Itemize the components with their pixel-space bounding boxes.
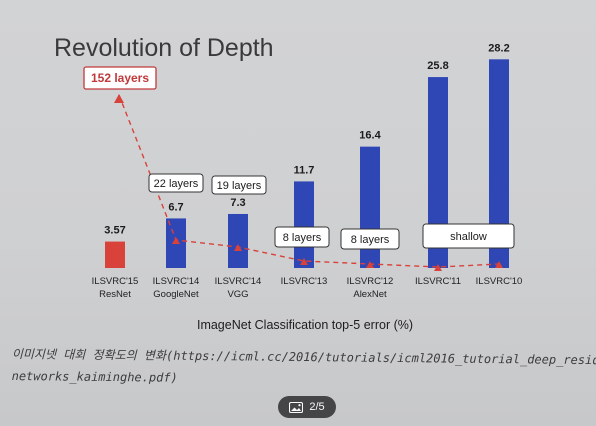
x-tick-label: ILSVRC'13 [281,276,328,287]
x-tick-label: ILSVRC'14 [215,276,262,287]
gallery-icon [289,401,304,413]
chart: Revolution of Depth 3.57 6.7 7.3 11.7 16.4 25… [54,34,523,332]
bar [228,213,248,268]
x-tick-label: ILSVRC'12 [347,276,394,287]
trend-marker [495,261,503,268]
page-indicator-text: 2/5 [309,401,325,413]
x-tick-sublabel: GoogleNet [153,289,199,300]
bar [428,77,448,268]
x-tick-label: ILSVRC'14 [153,276,200,287]
data-label: 3.57 [104,225,125,237]
x-tick-label: ILSVRC'15 [92,276,139,287]
bar [294,181,314,268]
annotation-box [211,175,267,195]
data-label: 7.3 [230,197,245,209]
data-label: 11.7 [294,164,315,176]
data-label: 6.7 [168,201,183,213]
x-tick-sublabel: VGG [227,289,248,300]
x-tick-label: ILSVRC'11 [415,276,461,287]
data-label: 28.2 [488,42,509,54]
annotation-label: 8 layers [283,232,322,244]
trend-marker [300,258,308,265]
trend-arrowhead [114,94,124,103]
annotation-box [148,173,204,193]
caption: 이미지넷 대회 정확도의 변화(https://icml.cc/2016/tut… [12,343,596,393]
x-tick-sublabel: ResNet [99,289,131,300]
annotation-box [83,66,157,90]
annotation-label: 8 layers [351,234,390,246]
trend-marker [172,237,180,244]
bar [105,241,125,268]
annotation-box [340,228,400,250]
trend-marker [234,244,242,251]
data-label: 16.4 [359,130,381,142]
trend-marker [434,264,442,271]
x-axis-label: ImageNet Classification top-5 error (%) [197,318,413,332]
annotation-label: 152 layers [91,71,149,85]
annotation-label: 22 layers [154,178,199,190]
bar [360,146,380,268]
annotation-label: 19 layers [217,180,262,192]
x-tick-label: ILSVRC'10 [476,276,523,287]
x-tick-sublabel: AlexNet [353,289,387,300]
data-label: 25.8 [427,60,448,72]
bar [489,59,509,268]
chart-title: Revolution of Depth [54,34,274,62]
annotation-box [274,226,330,248]
page-indicator-pill[interactable]: 2/5 [278,396,336,418]
annotation-label: shallow [450,231,487,243]
annotation-box [422,223,515,249]
trend-marker [366,261,374,268]
